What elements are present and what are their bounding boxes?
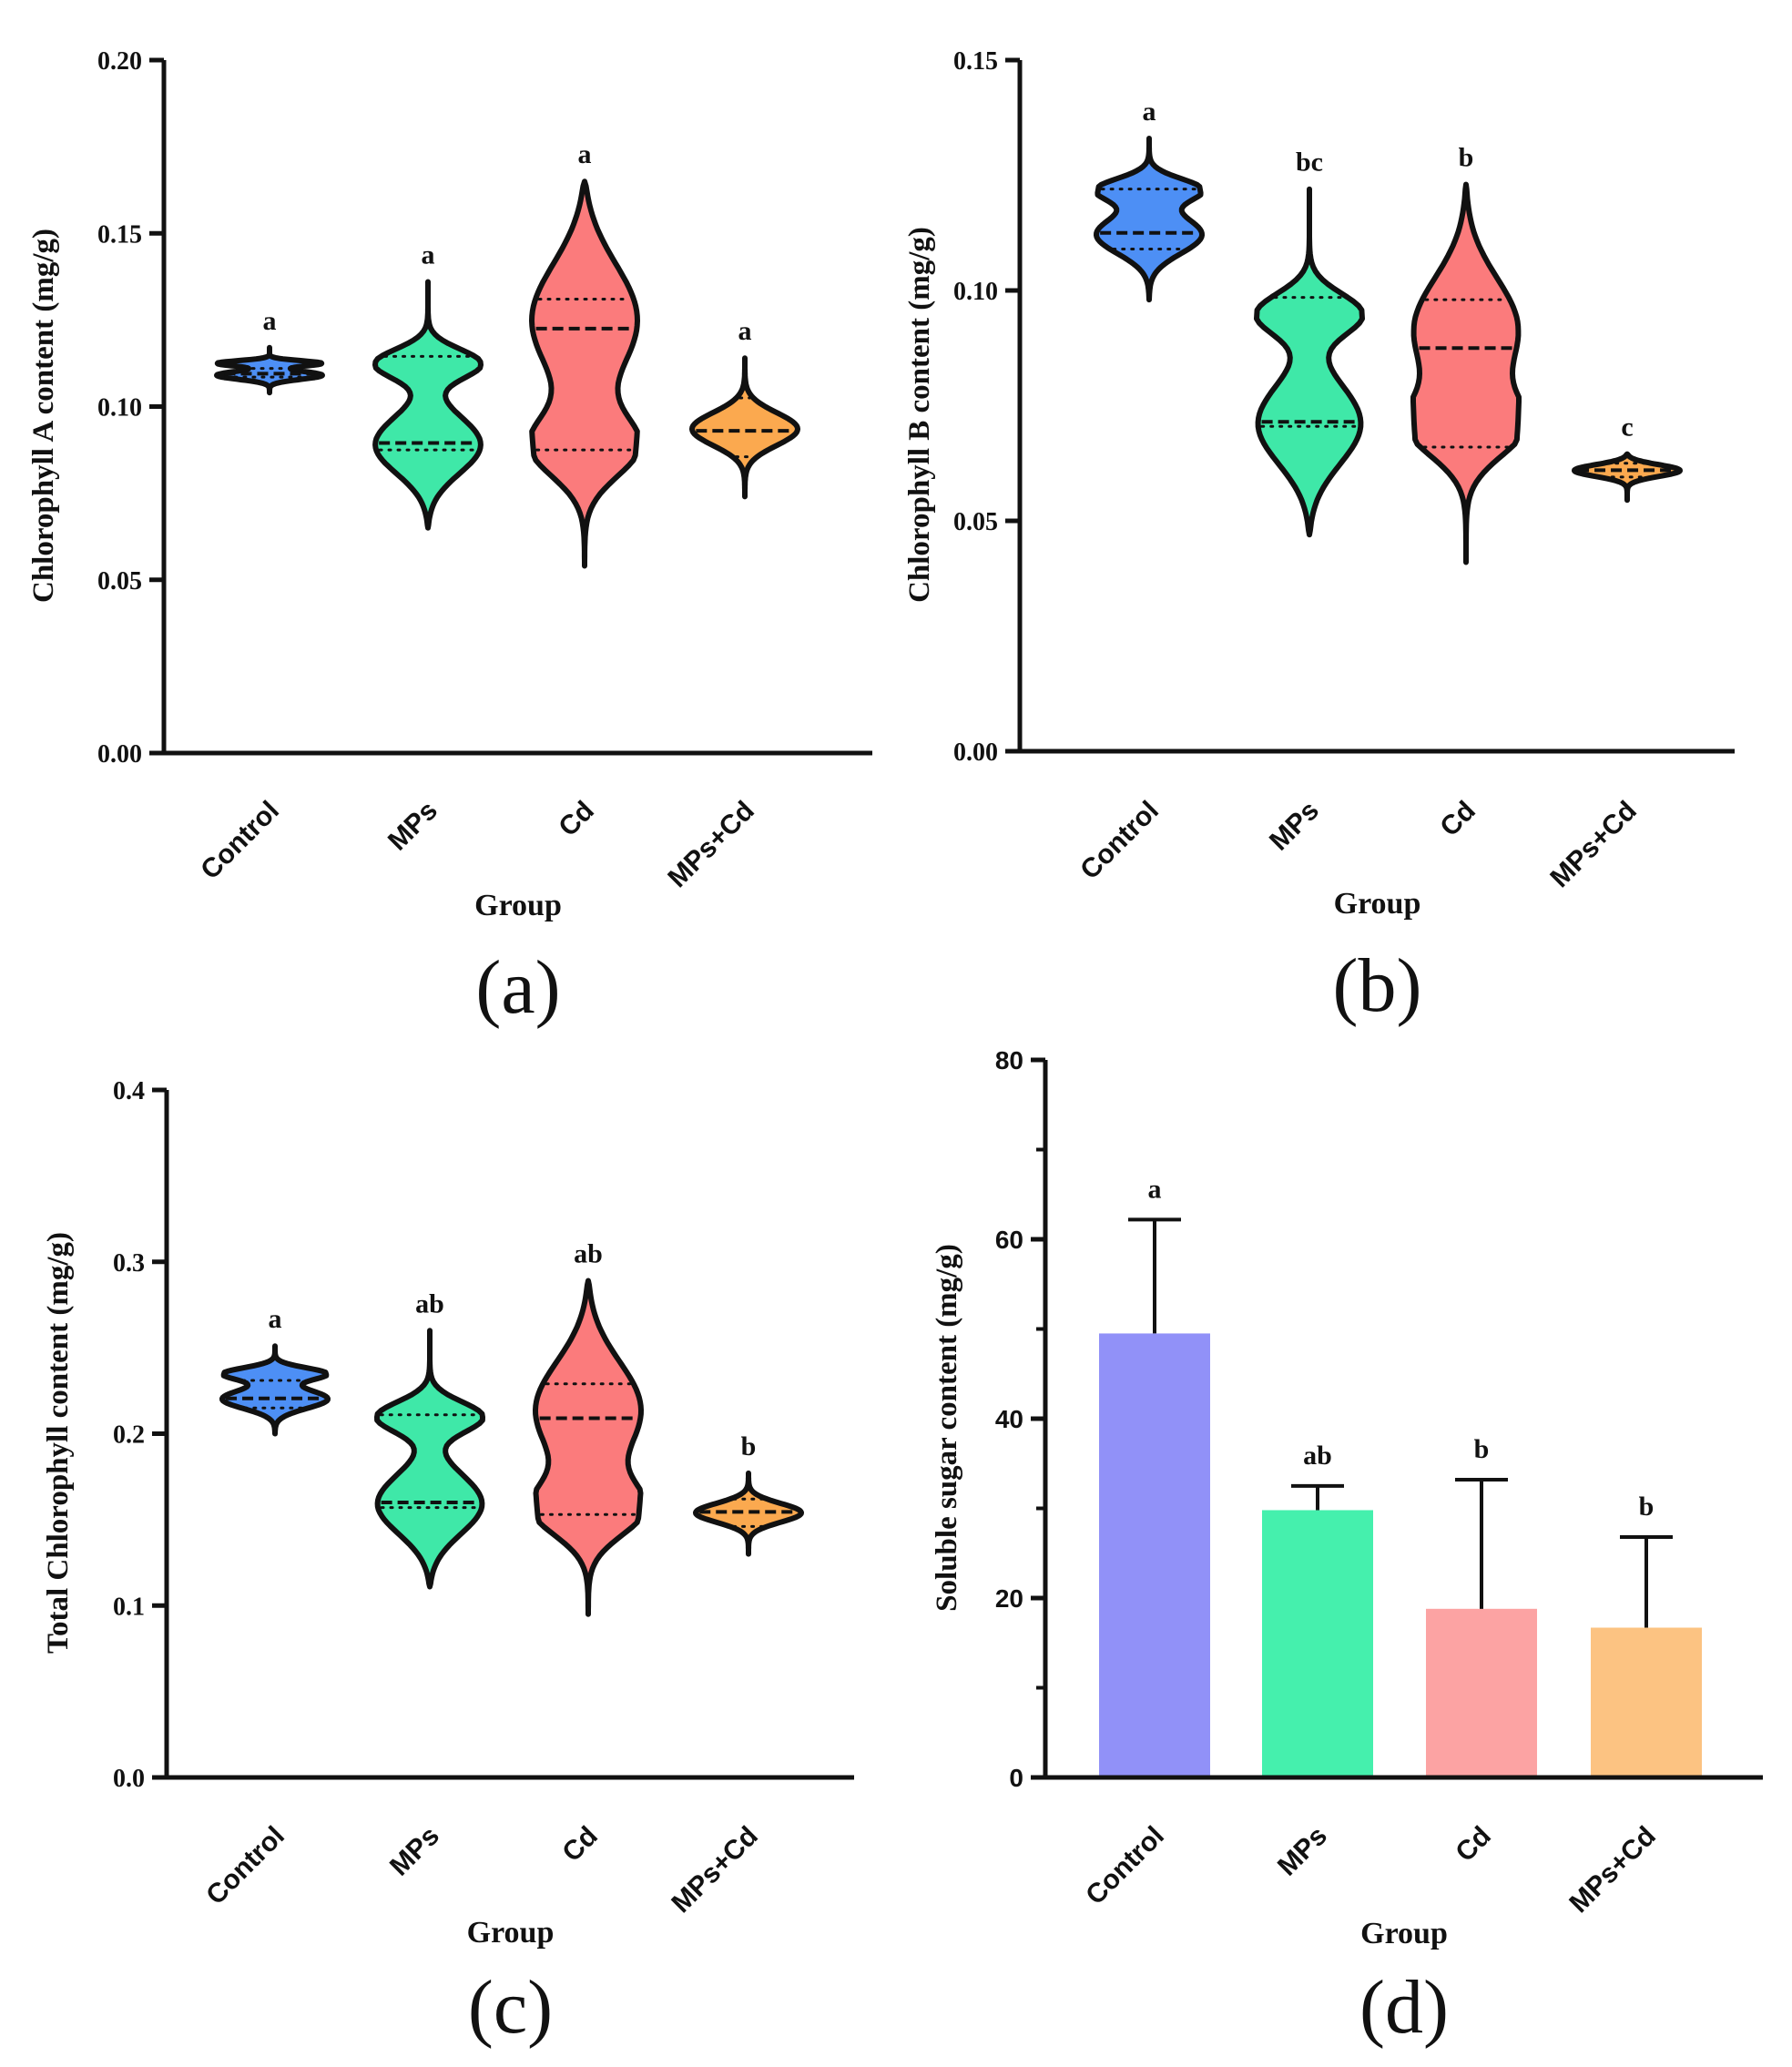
chart-panel-a: 0.00 0.05 0.10 0.15 0.20 Control MPs Cd MPs+Cd Gr… (27, 47, 872, 1030)
significance-letter: ab (1303, 1441, 1332, 1471)
x-tick-label: MPs+Cd (662, 796, 760, 894)
y-tick-label: 0.0 (113, 1765, 145, 1793)
y-tick-label: 0.00 (97, 740, 142, 769)
x-tick-label: MPs (384, 1821, 445, 1882)
y-tick-label: 20 (995, 1584, 1023, 1613)
significance-letter: a (578, 139, 592, 169)
violin-3 (1572, 451, 1683, 504)
x-tick-label: Control (200, 1821, 290, 1911)
significance-letter: a (263, 306, 277, 336)
y-tick-label: 0.20 (97, 47, 142, 76)
y-tick-label: 0.05 (97, 567, 142, 596)
y-axis-title: Chlorophyll A content (mg/g) (27, 229, 60, 603)
x-tick-label: Cd (1434, 796, 1481, 843)
significance-letter: a (422, 240, 435, 270)
y-tick-label: 0.1 (113, 1593, 145, 1621)
x-tick-label: MPs (382, 796, 443, 857)
violin-1 (372, 279, 484, 531)
violin-1 (1254, 186, 1365, 538)
significance-letter: a (738, 316, 752, 346)
y-tick-label: 0.10 (953, 278, 998, 306)
y-tick-label: 0.2 (113, 1421, 145, 1450)
x-tick-label: MPs (1264, 796, 1325, 857)
x-tick-label: MPs (1272, 1821, 1333, 1882)
chart-panel-d: 0 20 40 60 80 Control MPs Cd MPs+Cd Group Soluble … (931, 1046, 1763, 2050)
significance-letter: b (1459, 143, 1474, 173)
violin-3 (693, 1470, 804, 1557)
x-tick-label: Cd (1450, 1821, 1497, 1868)
y-axis-title: Soluble sugar content (mg/g) (931, 1244, 963, 1612)
y-tick-label: 0.15 (953, 47, 998, 76)
violin-0 (219, 1343, 331, 1437)
bar-3 (1591, 1627, 1702, 1776)
bar-1 (1262, 1510, 1373, 1776)
significance-letter: b (1639, 1492, 1655, 1522)
y-tick-label: 0 (1009, 1764, 1023, 1792)
y-tick-label: 60 (995, 1226, 1023, 1254)
significance-letter: a (269, 1304, 282, 1334)
significance-letter: ab (415, 1288, 444, 1319)
y-tick-label: 0.4 (113, 1077, 145, 1105)
violin-3 (689, 355, 800, 500)
significance-letter: b (1474, 1434, 1490, 1464)
x-axis-title: Group (474, 889, 562, 922)
violin-2 (533, 1278, 644, 1617)
significance-letter: c (1621, 412, 1633, 443)
y-axis-title: Total Chlorophyll content (mg/g) (42, 1232, 75, 1654)
x-tick-label: Cd (556, 1821, 604, 1868)
chart-panel-b: 0.00 0.05 0.10 0.15 Control MPs Cd MPs+Cd Group C… (903, 47, 1735, 1028)
bar-2 (1426, 1608, 1537, 1776)
bar-0 (1099, 1333, 1210, 1776)
significance-letter: a (1143, 97, 1156, 127)
y-tick-label: 80 (995, 1046, 1023, 1074)
x-axis-title: Group (1334, 887, 1421, 921)
significance-letter: bc (1296, 148, 1323, 178)
x-axis-title: Group (1360, 1917, 1448, 1950)
x-tick-label: Control (1074, 796, 1165, 886)
x-tick-label: MPs+Cd (1563, 1821, 1662, 1919)
violin-2 (1410, 181, 1522, 565)
panel-label: (d) (1359, 1965, 1449, 2050)
y-tick-label: 0.15 (97, 220, 142, 249)
chart-panel-c: 0.0 0.1 0.2 0.3 0.4 Control MPs Cd MPs+Cd Group To… (42, 1077, 854, 2050)
x-tick-label: Cd (553, 796, 600, 843)
x-tick-label: Control (195, 796, 285, 886)
y-tick-label: 0.10 (97, 394, 142, 423)
violin-2 (529, 178, 640, 569)
x-tick-label: MPs+Cd (666, 1821, 764, 1919)
significance-letter: a (1148, 1174, 1162, 1204)
significance-letter: ab (574, 1239, 603, 1269)
panel-label: (c) (468, 1965, 553, 2050)
y-tick-label: 0.05 (953, 508, 998, 536)
y-axis-title: Chlorophyll B content (mg/g) (903, 227, 936, 603)
violin-1 (374, 1328, 485, 1590)
panel-label: (b) (1333, 943, 1422, 1028)
violin-0 (214, 344, 325, 396)
x-tick-label: Control (1080, 1821, 1170, 1911)
x-axis-title: Group (467, 1916, 555, 1950)
significance-letter: b (741, 1431, 757, 1461)
x-tick-label: MPs+Cd (1544, 796, 1643, 894)
panel-label: (a) (475, 945, 560, 1030)
y-tick-label: 0.00 (953, 738, 998, 767)
violin-0 (1094, 136, 1205, 303)
y-tick-label: 40 (995, 1405, 1023, 1433)
y-tick-label: 0.3 (113, 1249, 145, 1278)
